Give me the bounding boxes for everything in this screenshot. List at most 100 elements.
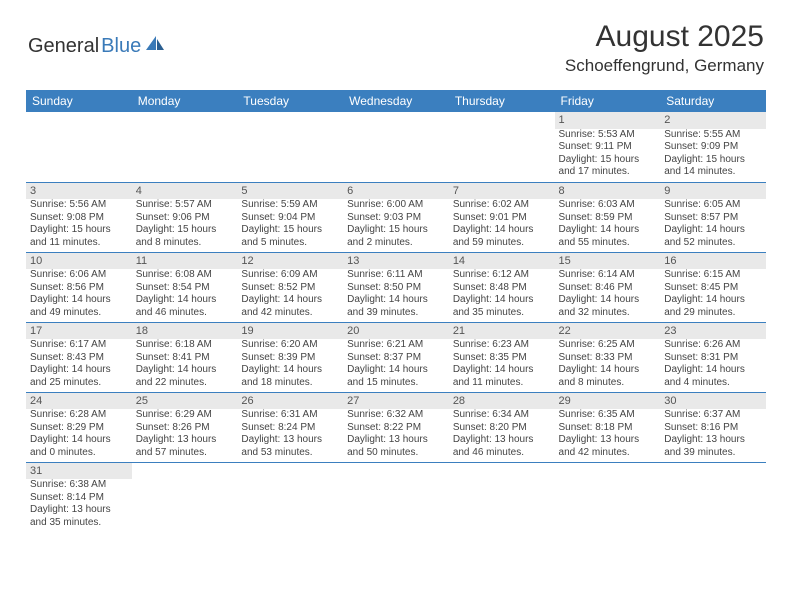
day-number: 8	[555, 183, 661, 200]
sunrise-text: Sunrise: 6:03 AM	[555, 199, 661, 212]
sunrise-text: Sunrise: 6:11 AM	[343, 269, 449, 282]
sunrise-text: Sunrise: 5:55 AM	[660, 129, 766, 142]
sunset-text: Sunset: 8:16 PM	[660, 422, 766, 435]
sunrise-text: Sunrise: 6:37 AM	[660, 409, 766, 422]
sunset-text: Sunset: 9:11 PM	[555, 141, 661, 154]
sunrise-text: Sunrise: 6:02 AM	[449, 199, 555, 212]
day-text: Sunrise: 6:15 AMSunset: 8:45 PMDaylight:…	[660, 269, 766, 319]
day-number: 1	[555, 112, 661, 129]
day-text: Sunrise: 5:56 AMSunset: 9:08 PMDaylight:…	[26, 199, 132, 249]
day-header: Friday	[555, 90, 661, 112]
day-header: Tuesday	[237, 90, 343, 112]
day-header: Monday	[132, 90, 238, 112]
sunset-text: Sunset: 8:59 PM	[555, 212, 661, 225]
daylight-text: Daylight: 15 hours and 5 minutes.	[237, 224, 343, 249]
calendar-row: 31Sunrise: 6:38 AMSunset: 8:14 PMDayligh…	[26, 462, 766, 532]
sunrise-text: Sunrise: 5:56 AM	[26, 199, 132, 212]
sunset-text: Sunset: 8:26 PM	[132, 422, 238, 435]
daylight-text: Daylight: 14 hours and 59 minutes.	[449, 224, 555, 249]
sail-icon	[144, 34, 166, 58]
calendar-cell	[343, 112, 449, 182]
day-number: 11	[132, 253, 238, 270]
daylight-text: Daylight: 14 hours and 29 minutes.	[660, 294, 766, 319]
calendar-cell	[449, 112, 555, 182]
sunset-text: Sunset: 9:06 PM	[132, 212, 238, 225]
sunset-text: Sunset: 8:43 PM	[26, 352, 132, 365]
sunrise-text: Sunrise: 6:32 AM	[343, 409, 449, 422]
daylight-text: Daylight: 14 hours and 25 minutes.	[26, 364, 132, 389]
calendar-cell: 7Sunrise: 6:02 AMSunset: 9:01 PMDaylight…	[449, 182, 555, 252]
sunset-text: Sunset: 8:46 PM	[555, 282, 661, 295]
sunrise-text: Sunrise: 6:15 AM	[660, 269, 766, 282]
day-number: 14	[449, 253, 555, 270]
sunset-text: Sunset: 8:31 PM	[660, 352, 766, 365]
daylight-text: Daylight: 14 hours and 49 minutes.	[26, 294, 132, 319]
calendar-cell: 24Sunrise: 6:28 AMSunset: 8:29 PMDayligh…	[26, 392, 132, 462]
day-number: 13	[343, 253, 449, 270]
day-text: Sunrise: 6:31 AMSunset: 8:24 PMDaylight:…	[237, 409, 343, 459]
sunset-text: Sunset: 8:37 PM	[343, 352, 449, 365]
calendar-cell: 29Sunrise: 6:35 AMSunset: 8:18 PMDayligh…	[555, 392, 661, 462]
day-number: 4	[132, 183, 238, 200]
sunset-text: Sunset: 9:04 PM	[237, 212, 343, 225]
calendar-cell: 28Sunrise: 6:34 AMSunset: 8:20 PMDayligh…	[449, 392, 555, 462]
calendar-cell: 16Sunrise: 6:15 AMSunset: 8:45 PMDayligh…	[660, 252, 766, 322]
calendar-cell: 12Sunrise: 6:09 AMSunset: 8:52 PMDayligh…	[237, 252, 343, 322]
day-text: Sunrise: 6:03 AMSunset: 8:59 PMDaylight:…	[555, 199, 661, 249]
daylight-text: Daylight: 14 hours and 42 minutes.	[237, 294, 343, 319]
day-number: 29	[555, 393, 661, 410]
sunset-text: Sunset: 8:22 PM	[343, 422, 449, 435]
daylight-text: Daylight: 14 hours and 52 minutes.	[660, 224, 766, 249]
calendar-cell	[132, 462, 238, 532]
sunrise-text: Sunrise: 6:08 AM	[132, 269, 238, 282]
day-text: Sunrise: 5:57 AMSunset: 9:06 PMDaylight:…	[132, 199, 238, 249]
calendar-cell: 31Sunrise: 6:38 AMSunset: 8:14 PMDayligh…	[26, 462, 132, 532]
logo-text-general: General	[28, 35, 99, 58]
calendar-cell	[132, 112, 238, 182]
day-number: 5	[237, 183, 343, 200]
sunrise-text: Sunrise: 6:00 AM	[343, 199, 449, 212]
day-text: Sunrise: 5:53 AMSunset: 9:11 PMDaylight:…	[555, 129, 661, 179]
sunrise-text: Sunrise: 6:06 AM	[26, 269, 132, 282]
day-text: Sunrise: 6:29 AMSunset: 8:26 PMDaylight:…	[132, 409, 238, 459]
day-text: Sunrise: 6:08 AMSunset: 8:54 PMDaylight:…	[132, 269, 238, 319]
day-text: Sunrise: 6:35 AMSunset: 8:18 PMDaylight:…	[555, 409, 661, 459]
sunset-text: Sunset: 8:18 PM	[555, 422, 661, 435]
sunrise-text: Sunrise: 6:34 AM	[449, 409, 555, 422]
daylight-text: Daylight: 14 hours and 8 minutes.	[555, 364, 661, 389]
sunset-text: Sunset: 8:29 PM	[26, 422, 132, 435]
calendar-cell: 15Sunrise: 6:14 AMSunset: 8:46 PMDayligh…	[555, 252, 661, 322]
calendar-cell: 22Sunrise: 6:25 AMSunset: 8:33 PMDayligh…	[555, 322, 661, 392]
day-text: Sunrise: 6:00 AMSunset: 9:03 PMDaylight:…	[343, 199, 449, 249]
sunrise-text: Sunrise: 6:20 AM	[237, 339, 343, 352]
logo-text-blue: Blue	[101, 35, 141, 58]
day-number: 19	[237, 323, 343, 340]
calendar-cell: 23Sunrise: 6:26 AMSunset: 8:31 PMDayligh…	[660, 322, 766, 392]
daylight-text: Daylight: 13 hours and 46 minutes.	[449, 434, 555, 459]
day-text: Sunrise: 6:18 AMSunset: 8:41 PMDaylight:…	[132, 339, 238, 389]
day-number: 27	[343, 393, 449, 410]
daylight-text: Daylight: 14 hours and 11 minutes.	[449, 364, 555, 389]
day-number: 22	[555, 323, 661, 340]
sunrise-text: Sunrise: 6:38 AM	[26, 479, 132, 492]
sunset-text: Sunset: 8:14 PM	[26, 492, 132, 505]
day-number: 24	[26, 393, 132, 410]
sunrise-text: Sunrise: 6:25 AM	[555, 339, 661, 352]
calendar-cell: 21Sunrise: 6:23 AMSunset: 8:35 PMDayligh…	[449, 322, 555, 392]
calendar-cell: 4Sunrise: 5:57 AMSunset: 9:06 PMDaylight…	[132, 182, 238, 252]
sunrise-text: Sunrise: 6:35 AM	[555, 409, 661, 422]
calendar-cell: 25Sunrise: 6:29 AMSunset: 8:26 PMDayligh…	[132, 392, 238, 462]
daylight-text: Daylight: 13 hours and 39 minutes.	[660, 434, 766, 459]
day-text: Sunrise: 6:34 AMSunset: 8:20 PMDaylight:…	[449, 409, 555, 459]
day-number: 10	[26, 253, 132, 270]
sunrise-text: Sunrise: 5:53 AM	[555, 129, 661, 142]
day-text: Sunrise: 6:38 AMSunset: 8:14 PMDaylight:…	[26, 479, 132, 529]
calendar-cell: 26Sunrise: 6:31 AMSunset: 8:24 PMDayligh…	[237, 392, 343, 462]
daylight-text: Daylight: 14 hours and 35 minutes.	[449, 294, 555, 319]
daylight-text: Daylight: 13 hours and 53 minutes.	[237, 434, 343, 459]
sunset-text: Sunset: 9:08 PM	[26, 212, 132, 225]
day-text: Sunrise: 6:26 AMSunset: 8:31 PMDaylight:…	[660, 339, 766, 389]
title-block: August 2025 Schoeffengrund, Germany	[565, 20, 764, 76]
day-number: 30	[660, 393, 766, 410]
daylight-text: Daylight: 15 hours and 14 minutes.	[660, 154, 766, 179]
